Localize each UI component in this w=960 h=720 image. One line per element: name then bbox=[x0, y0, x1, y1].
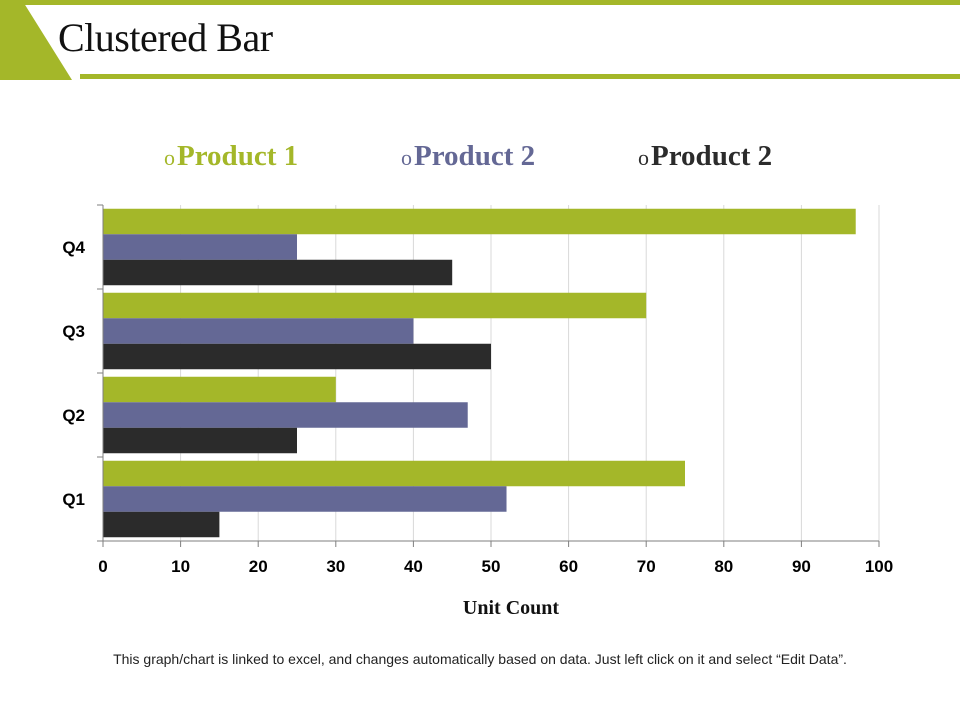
chart-legend: oProduct 1 oProduct 2 oProduct 2 bbox=[0, 140, 960, 180]
bar bbox=[103, 376, 336, 403]
y-tick-label: Q4 bbox=[62, 238, 85, 257]
title-underline bbox=[80, 74, 960, 79]
legend-marker-icon: o bbox=[164, 145, 175, 170]
bar bbox=[103, 318, 414, 344]
x-tick-label: 90 bbox=[792, 557, 811, 576]
bar bbox=[103, 511, 220, 538]
legend-item-product-2-dark: oProduct 2 bbox=[638, 140, 772, 173]
legend-marker-icon: o bbox=[638, 145, 649, 170]
x-tick-label: 10 bbox=[171, 557, 190, 576]
y-tick-label: Q1 bbox=[62, 490, 85, 509]
legend-label: Product 2 bbox=[414, 140, 536, 172]
legend-label: Product 2 bbox=[651, 140, 773, 172]
x-tick-label: 100 bbox=[865, 557, 893, 576]
bar bbox=[103, 427, 297, 454]
bar bbox=[103, 486, 507, 512]
bar bbox=[103, 208, 856, 235]
x-tick-label: 20 bbox=[249, 557, 268, 576]
bar bbox=[103, 402, 468, 428]
bar bbox=[103, 343, 491, 370]
bar bbox=[103, 234, 297, 260]
x-tick-label: 0 bbox=[98, 557, 107, 576]
x-tick-label: 60 bbox=[559, 557, 578, 576]
legend-item-product-2: oProduct 2 bbox=[401, 140, 535, 173]
x-tick-label: 30 bbox=[326, 557, 345, 576]
x-tick-label: 70 bbox=[637, 557, 656, 576]
x-axis-title: Unit Count bbox=[462, 597, 560, 619]
bar bbox=[103, 460, 685, 487]
legend-item-product-1: oProduct 1 bbox=[164, 140, 298, 173]
x-tick-label: 50 bbox=[482, 557, 501, 576]
legend-label: Product 1 bbox=[177, 140, 299, 172]
y-tick-label: Q2 bbox=[62, 406, 85, 425]
legend-marker-icon: o bbox=[401, 145, 412, 170]
x-tick-label: 40 bbox=[404, 557, 423, 576]
footnote-text: This graph/chart is linked to excel, and… bbox=[113, 651, 847, 667]
y-tick-label: Q3 bbox=[62, 322, 85, 341]
top-accent-band bbox=[0, 0, 960, 5]
bar bbox=[103, 292, 647, 319]
bar bbox=[103, 259, 453, 286]
slide-title: Clustered Bar bbox=[58, 15, 273, 60]
x-tick-label: 80 bbox=[714, 557, 733, 576]
